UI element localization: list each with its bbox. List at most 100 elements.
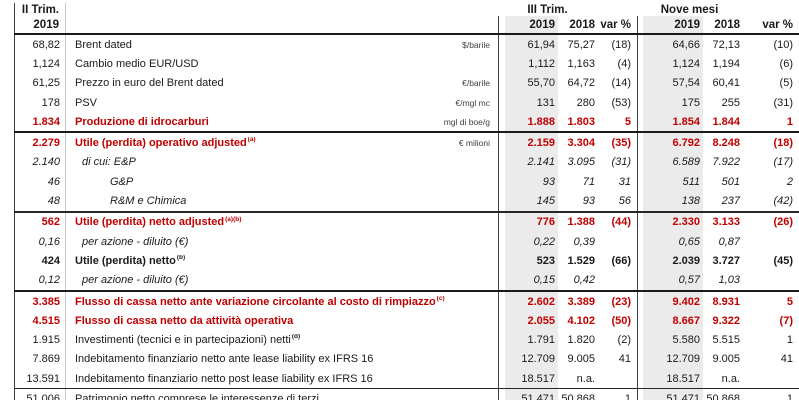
- cell-q3-var: (18): [611, 38, 631, 51]
- table-row: 562 Utile (perdita) netto adjusted(a)(b)…: [14, 210, 799, 232]
- unit-label: mgl di boe/g: [443, 116, 490, 127]
- cell-q3-2018: 50.868: [561, 392, 595, 400]
- prev-period-year: 2019: [33, 18, 59, 31]
- cell-q3-2018: 71: [582, 175, 595, 188]
- cell-q3-2019: 2.159: [505, 133, 558, 153]
- cell-prev-quarter-value: 1.834: [32, 115, 60, 128]
- table-row: 1.915 Investimenti (tecnici e in parteci…: [14, 330, 799, 350]
- cell-q3-var: (14): [611, 77, 631, 90]
- cell-q3-2018: 1.529: [567, 254, 595, 267]
- cell-q3-var: (66): [611, 254, 631, 267]
- table-row: 7.869 Indebitamento finanziario netto an…: [14, 349, 799, 370]
- cell-nm-2019: 6.589: [643, 152, 703, 173]
- row-label: PSV: [75, 96, 98, 109]
- row-label: Investimenti (tecnici e in partecipazion…: [75, 334, 301, 347]
- header-nm-2019: 2019: [643, 16, 703, 33]
- cell-q3-2018: 93: [582, 195, 595, 208]
- cell-prev-quarter-value: 4.515: [32, 314, 60, 327]
- cell-q3-2019: 2.141: [505, 152, 558, 173]
- cell-q3-2019: 12.709: [505, 349, 558, 370]
- cell-q3-2018: 3.304: [567, 137, 595, 150]
- table-header-groups: II Trim. III Trim. Nove mesi: [14, 3, 799, 16]
- header-nm-var: var %: [762, 18, 793, 31]
- cell-q3-2018: n.a.: [576, 372, 595, 385]
- cell-nm-var: (6): [779, 57, 793, 70]
- cell-nm-var: (42): [773, 195, 793, 208]
- cell-nm-2018: 1.844: [712, 115, 740, 128]
- header-rule: [14, 33, 799, 35]
- cell-nm-var: 41: [780, 353, 793, 366]
- table-row: 13.591 Indebitamento finanziario netto p…: [14, 369, 799, 389]
- row-label: per azione - diluito (€): [82, 274, 189, 287]
- unit-label: €/mgl mc: [455, 97, 490, 108]
- row-label: di cui: E&P: [82, 156, 136, 169]
- cell-q3-2018: 3.389: [567, 295, 595, 308]
- cell-q3-2018: 9.005: [567, 353, 595, 366]
- footnote-marker: (a)(b): [225, 216, 242, 223]
- cell-nm-2019: 57,54: [643, 73, 703, 93]
- vertical-divider-quarter-block: [498, 16, 499, 400]
- cell-nm-2019: 0,65: [643, 231, 703, 252]
- cell-nm-2018: 3.727: [712, 254, 740, 267]
- cell-nm-2018: 72,13: [712, 38, 740, 51]
- cell-nm-2019: 1.854: [643, 112, 703, 132]
- table-row: 424 Utile (perdita) netto(b) 523 1.529 (…: [14, 251, 799, 271]
- cell-q3-2019: 131: [505, 92, 558, 113]
- cell-prev-quarter-value: 1.915: [32, 334, 60, 347]
- cell-nm-2018: 60,41: [712, 77, 740, 90]
- row-label: Flusso di cassa netto ante variazione ci…: [75, 295, 445, 308]
- cell-q3-2019: 2.602: [505, 291, 558, 312]
- table-row: 61,25 Prezzo in euro del Brent dated €/b…: [14, 73, 799, 93]
- cell-nm-2019: 12.709: [643, 349, 703, 370]
- row-label: Utile (perdita) netto(b): [75, 254, 186, 267]
- cell-q3-2019: 55,70: [505, 73, 558, 93]
- footnote-marker: (b): [176, 254, 186, 262]
- cell-prev-quarter-value: 0,12: [38, 274, 60, 287]
- cell-q3-var: 41: [618, 353, 631, 366]
- row-label: Produzione di idrocarburi: [75, 115, 209, 128]
- row-label: Indebitamento finanziario netto ante lea…: [75, 353, 374, 366]
- vertical-divider-prev-column: [65, 3, 66, 400]
- cell-prev-quarter-value: 13.591: [26, 372, 60, 385]
- cell-nm-var: (45): [773, 254, 793, 267]
- row-label: per azione - diluito (€): [82, 235, 189, 248]
- cell-nm-var: 1: [786, 392, 793, 400]
- table-row: 51.006 Patrimonio netto comprese le inte…: [14, 388, 799, 400]
- cell-nm-2019: 511: [643, 172, 703, 192]
- cell-q3-2019: 1.791: [505, 330, 558, 350]
- footnote-marker: (a): [247, 137, 256, 144]
- row-label: Utile (perdita) netto adjusted(a)(b): [75, 216, 242, 229]
- table-row: 46 G&P 93 71 31 511 501 2: [14, 172, 799, 192]
- cell-nm-2018: 237: [721, 195, 740, 208]
- row-label: Flusso di cassa netto da attività operat…: [75, 314, 294, 327]
- cell-prev-quarter-value: 2.140: [32, 156, 60, 169]
- cell-nm-2018: 9.005: [712, 353, 740, 366]
- row-label: Brent dated: [75, 38, 132, 51]
- cell-q3-var: (50): [611, 314, 631, 327]
- cell-nm-var: (7): [779, 314, 793, 327]
- cell-nm-2019: 6.792: [643, 133, 703, 153]
- group-title-quarter: III Trim.: [527, 3, 568, 16]
- cell-nm-2019: 18.517: [643, 369, 703, 389]
- cell-q3-var: 1: [624, 392, 631, 400]
- table-row: 1,124 Cambio medio EUR/USD 1,112 1,163 (…: [14, 54, 799, 74]
- cell-q3-2018: 1.803: [567, 115, 595, 128]
- cell-prev-quarter-value: 61,25: [32, 77, 60, 90]
- row-label: Indebitamento finanziario netto post lea…: [75, 372, 373, 385]
- cell-nm-var: (17): [773, 156, 793, 169]
- unit-label: € milioni: [458, 138, 490, 149]
- cell-nm-var: 1: [786, 334, 793, 347]
- cell-nm-var: 1: [786, 115, 793, 128]
- unit-label: $/barile: [462, 39, 490, 50]
- cell-q3-2019: 2.055: [505, 311, 558, 331]
- cell-nm-2019: 0,57: [643, 270, 703, 290]
- cell-q3-2019: 0,22: [505, 231, 558, 252]
- cell-nm-2018: 0,87: [718, 235, 740, 248]
- footnote-marker: (d): [291, 334, 301, 341]
- cell-q3-2019: 51.471: [505, 389, 558, 400]
- vertical-divider-left: [14, 3, 15, 400]
- cell-prev-quarter-value: 48: [47, 195, 60, 208]
- cell-q3-2018: 0,42: [573, 274, 595, 287]
- cell-q3-2018: 64,72: [567, 77, 595, 90]
